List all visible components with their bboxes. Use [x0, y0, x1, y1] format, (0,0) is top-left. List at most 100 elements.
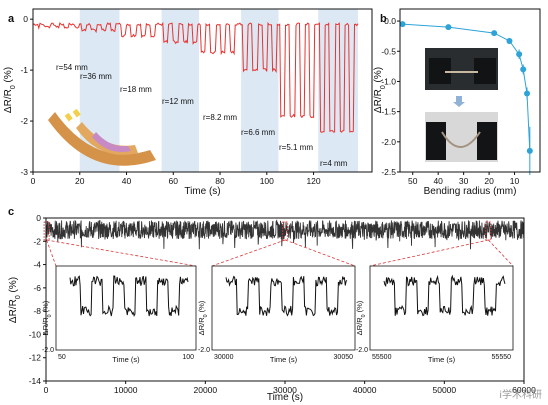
inset-x-axis-title: Time (s)	[270, 355, 298, 364]
y-tick-label: -6	[33, 283, 41, 293]
x-tick-label: 80	[215, 176, 225, 186]
inset-y-axis-title: ΔR/R0 (%)	[41, 300, 53, 335]
inset-x-tick-label: 55550	[492, 354, 512, 361]
photo-inset	[474, 58, 496, 84]
y-tick-label: -14	[29, 376, 42, 386]
y-tick-label: -2.5	[381, 167, 396, 177]
data-point	[445, 24, 452, 31]
x-tick-label: 30000	[273, 385, 297, 395]
inset-x-tick-label: 30050	[334, 354, 354, 361]
y-tick-label: -1.0	[381, 76, 396, 86]
y-tick-label: -4	[33, 260, 41, 270]
sensor-photo	[48, 112, 156, 166]
region-label: r=54 mm	[56, 63, 88, 72]
data-point	[399, 21, 406, 28]
inset-x-axis-title: Time (s)	[428, 355, 456, 364]
region-label: r=12 mm	[162, 97, 194, 106]
inset-y-tick-label: -2.0	[42, 347, 54, 354]
inset-y-tick-label: -2.0	[198, 347, 210, 354]
shaded-band	[161, 9, 199, 172]
photo-inset	[441, 131, 481, 148]
data-point	[491, 30, 498, 37]
x-tick-label: 30	[459, 176, 469, 186]
x-tick-label: 40	[122, 176, 132, 186]
y-tick-label: -1	[20, 65, 28, 75]
series-line	[32, 21, 359, 133]
inset-y-axis-title: ΔR/R0 (%)	[355, 300, 367, 335]
data-point	[506, 37, 513, 44]
watermark: i学术科研	[499, 390, 542, 401]
zoom-connector	[285, 239, 356, 267]
y-tick-label: -2.0	[381, 137, 396, 147]
data-point	[526, 147, 533, 154]
region-label: r=18 mm	[120, 85, 152, 94]
x-tick-label: 0	[44, 385, 49, 395]
inset-x-tick-label: 55500	[372, 354, 392, 361]
zoom-connector	[488, 239, 514, 267]
panel-label: b	[380, 13, 387, 25]
region-label: r=5.1 mm	[279, 143, 313, 152]
zoom-connector	[46, 239, 197, 267]
inset-series-line	[69, 275, 189, 317]
arrow-icon	[453, 96, 465, 107]
x-tick-label: 20000	[194, 385, 218, 395]
plot-frame	[32, 8, 373, 173]
sensor-photo	[92, 132, 131, 153]
y-tick-label: -2	[20, 116, 28, 126]
x-tick-label: 50000	[433, 385, 457, 395]
photo-inset	[426, 122, 446, 160]
y-axis-title: ΔR/R0 (%)	[8, 277, 22, 323]
y-tick-label: -3	[20, 167, 28, 177]
region-label: r=36 mm	[80, 72, 112, 81]
zoom-connector	[369, 239, 489, 267]
y-tick-label: -1.5	[381, 107, 396, 117]
x-tick-label: 0	[31, 176, 36, 186]
inset-y-axis-title: ΔR/R0 (%)	[197, 300, 209, 335]
region-label: r=8.2 mm	[203, 113, 237, 122]
panel-label: a	[8, 13, 15, 25]
inset-frame	[55, 265, 197, 351]
y-tick-label: -0.5	[381, 46, 396, 56]
y-tick-label: -12	[29, 353, 42, 363]
data-point	[516, 51, 523, 58]
y-tick-label: -8	[33, 306, 41, 316]
fit-line	[402, 23, 531, 151]
x-tick-label: 50	[408, 176, 418, 186]
region-label: r=6.6 mm	[241, 128, 275, 137]
y-tick-label: -2	[33, 236, 41, 246]
photo-inset	[477, 122, 497, 160]
photo-inset	[429, 58, 451, 84]
region-label: r=4 mm	[320, 159, 348, 168]
y-tick-label: 0	[36, 213, 41, 223]
data-point	[524, 90, 531, 97]
x-tick-label: 10	[510, 176, 520, 186]
inset-series-line	[225, 275, 348, 317]
y-tick-label: -10	[29, 329, 42, 339]
shaded-band	[241, 9, 279, 172]
x-axis-title: Time (s)	[267, 392, 303, 403]
y-tick-label: 0.0	[384, 16, 396, 26]
x-tick-label: 10000	[114, 385, 138, 395]
x-tick-label: 60000	[512, 385, 536, 395]
plot-frame	[399, 8, 541, 173]
x-tick-label: 120	[306, 176, 320, 186]
x-tick-label: 20	[484, 176, 494, 186]
inset-series-line	[383, 274, 506, 317]
x-tick-label: 20	[75, 176, 85, 186]
series-line	[45, 219, 525, 250]
sensor-photo	[64, 112, 73, 122]
data-point	[520, 66, 527, 73]
zoom-connector	[46, 239, 57, 267]
sensor-photo	[72, 108, 81, 118]
x-tick-label: 100	[260, 176, 274, 186]
inset-x-tick-label: 100	[182, 354, 194, 361]
x-axis-title: Time (s)	[184, 186, 220, 197]
inset-x-axis-title: Time (s)	[112, 355, 140, 364]
y-tick-label: 0	[23, 14, 28, 24]
x-axis-title: Bending radius (mm)	[424, 186, 517, 197]
y-axis-title: ΔR/R0 (%)	[3, 67, 17, 113]
panel-label: c	[8, 206, 14, 218]
x-tick-label: 60	[169, 176, 179, 186]
inset-x-tick-label: 50	[58, 354, 66, 361]
